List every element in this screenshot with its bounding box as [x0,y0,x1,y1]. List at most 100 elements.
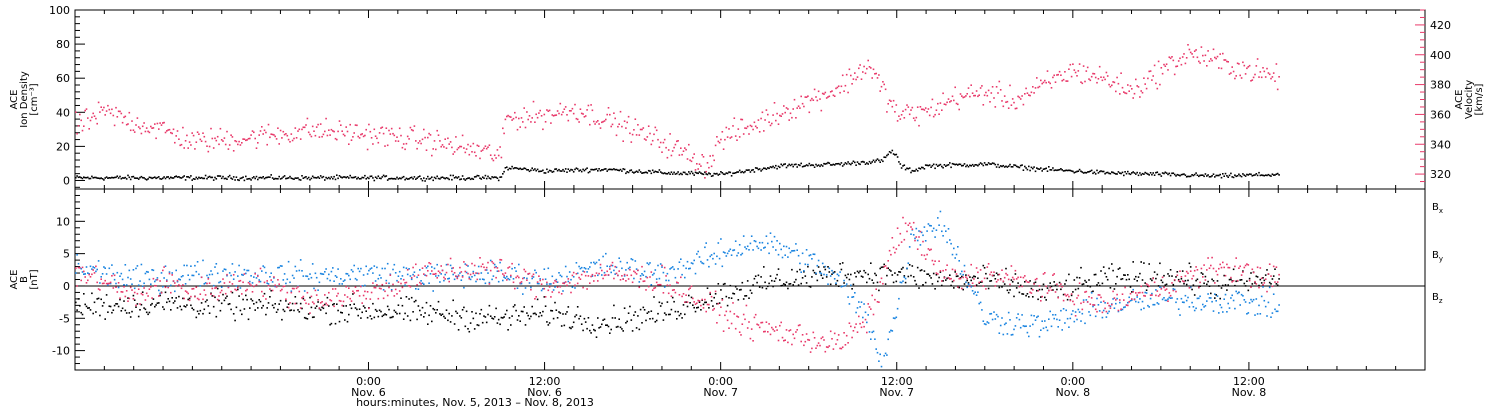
data-point [277,308,279,311]
data-point [139,127,141,130]
data-point [740,118,742,121]
data-point [1125,304,1128,306]
data-point [180,143,183,146]
data-point [915,236,918,238]
data-point [402,143,405,145]
data-point [776,273,778,276]
data-point [564,265,567,268]
data-point [1248,302,1251,304]
data-point [174,282,176,284]
data-point [803,271,805,273]
data-point [773,280,776,282]
data-point [409,319,412,322]
data-point [789,283,792,285]
left-tick-label: 20 [56,140,70,153]
data-point [384,145,386,147]
data-point [864,311,867,314]
data-point [878,159,880,162]
data-point [764,119,766,121]
left-axis-title-line: [nT] [29,269,40,289]
data-point [714,293,717,295]
data-point [1076,170,1078,173]
data-point [542,278,544,281]
data-point [931,98,934,101]
data-point [772,285,774,288]
data-point [741,281,744,284]
data-point [717,242,720,244]
data-point [540,115,543,117]
data-point [192,134,195,137]
data-point [935,272,938,274]
data-point [198,133,200,135]
data-point [514,167,516,169]
data-point [302,295,305,298]
data-point [115,106,117,109]
data-point [1115,90,1117,93]
data-point [1019,284,1022,287]
data-point [548,169,551,172]
data-point [437,274,440,277]
data-point [744,127,746,129]
data-point [81,271,84,273]
data-point [424,274,426,276]
data-point [336,174,338,176]
data-point [1025,294,1027,297]
data-point [1203,282,1205,285]
data-point [408,285,410,287]
data-point [590,261,592,264]
data-point [995,86,998,88]
data-point [987,263,990,265]
data-point [510,116,512,118]
data-point [382,174,385,177]
data-point [639,278,642,280]
data-point [1085,281,1088,283]
data-point [1164,284,1167,286]
data-point [77,262,80,265]
left-axis-title-line: B [19,276,30,283]
data-point [843,90,845,92]
data-point [310,135,313,138]
data-point [170,176,172,179]
data-point [970,84,972,86]
data-point [922,166,924,169]
data-point [245,289,247,292]
data-point [393,134,396,137]
data-point [868,277,871,280]
data-point [621,170,623,172]
data-point [659,263,662,265]
data-point [572,112,575,115]
data-point [421,282,424,284]
data-point [413,176,416,178]
data-point [693,306,695,309]
data-point [595,168,598,170]
data-point [788,247,790,250]
data-point [291,274,294,277]
data-point [546,109,548,111]
data-point [594,274,596,277]
data-point [575,262,578,264]
data-point [643,171,646,174]
data-point [967,165,970,168]
data-point [133,177,136,179]
data-point [394,288,397,291]
data-point [847,273,849,276]
data-point [168,272,171,275]
data-point [724,282,726,285]
data-point [436,263,438,266]
data-point [227,303,230,306]
data-point [654,286,657,289]
data-point [340,311,342,314]
data-point [1260,277,1263,280]
data-point [226,274,228,277]
data-point [299,179,302,181]
data-point [551,291,554,293]
data-point [361,311,363,314]
data-point [353,303,355,305]
data-point [741,252,744,255]
data-point [571,274,574,277]
data-point [531,275,533,278]
data-point [634,260,637,262]
data-point [207,276,210,279]
data-point [883,354,885,357]
